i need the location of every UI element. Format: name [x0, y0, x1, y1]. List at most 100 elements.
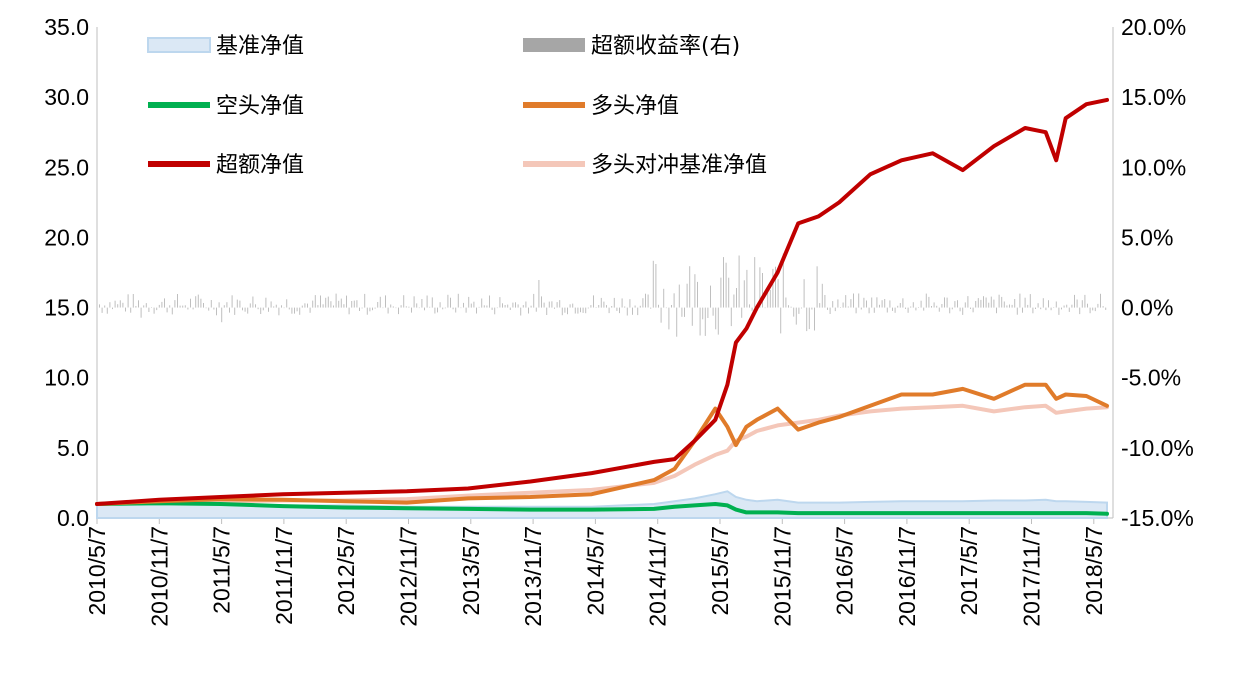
- excess-return-bar: [1058, 307, 1060, 315]
- excess-return-bar: [850, 299, 852, 308]
- excess-return-bar: [169, 305, 171, 308]
- excess-return-bar: [746, 269, 748, 308]
- excess-return-bar: [543, 302, 545, 308]
- excess-return-bar: [931, 306, 932, 308]
- excess-return-bar: [736, 288, 737, 308]
- excess-return-bar: [99, 304, 100, 308]
- excess-return-bar: [561, 307, 563, 316]
- y2-tick-label: -10.0%: [1121, 435, 1194, 461]
- excess-return-bar: [970, 307, 971, 309]
- excess-return-bar: [148, 307, 150, 312]
- excess-return-bar: [1037, 303, 1039, 308]
- excess-return-bar: [868, 307, 870, 314]
- excess-return-bar: [743, 280, 745, 308]
- excess-return-bar: [195, 296, 197, 308]
- excess-return-bar: [918, 307, 919, 308]
- x-tick-label: 2012/11/7: [396, 526, 422, 627]
- excess-return-bar: [715, 307, 717, 330]
- excess-return-bar: [889, 300, 891, 308]
- excess-return-bar: [587, 307, 589, 309]
- excess-return-bar: [223, 305, 225, 308]
- excess-return-bar: [411, 307, 412, 313]
- excess-return-bar: [1001, 296, 1003, 308]
- excess-return-bar: [832, 301, 834, 308]
- excess-return-bar: [1050, 307, 1052, 311]
- excess-return-bar: [437, 307, 438, 313]
- excess-return-bar: [382, 307, 384, 309]
- excess-return-bar: [122, 302, 124, 308]
- legend-label: 多头对冲基准净值: [591, 153, 767, 178]
- excess-return-bar: [330, 301, 332, 308]
- x-tick-label: 2016/11/7: [894, 526, 920, 627]
- excess-return-bar: [125, 307, 126, 312]
- excess-return-bar: [481, 298, 483, 308]
- excess-return-bar: [200, 298, 202, 308]
- x-tick-label: 2013/5/7: [458, 526, 484, 616]
- excess-return-bar: [619, 307, 620, 314]
- excess-return-bar: [265, 297, 267, 308]
- excess-return-bar: [418, 307, 420, 309]
- excess-return-bar: [780, 307, 782, 334]
- excess-return-bar: [314, 295, 316, 308]
- excess-return-bar: [772, 268, 774, 308]
- excess-return-bar: [460, 307, 462, 309]
- excess-return-bar: [920, 300, 922, 308]
- excess-return-bar: [151, 307, 152, 308]
- excess-return-bar: [208, 307, 210, 311]
- excess-return-bar: [262, 307, 264, 311]
- excess-return-bar: [663, 288, 665, 308]
- excess-return-bar: [439, 302, 441, 308]
- excess-return-bar: [286, 299, 288, 308]
- excess-return-bar: [775, 266, 776, 308]
- excess-return-bar: [1006, 305, 1008, 308]
- excess-return-bar: [980, 299, 982, 308]
- excess-return-bar: [1089, 307, 1091, 314]
- excess-return-bar: [346, 295, 347, 308]
- series-long-line: [95, 382, 1109, 506]
- excess-return-bar: [372, 307, 373, 311]
- excess-return-bar: [174, 300, 176, 308]
- excess-return-bar: [364, 293, 366, 308]
- excess-return-bar: [907, 307, 909, 313]
- x-tick-label: 2015/11/7: [769, 526, 795, 627]
- legend-swatch-bar: [523, 38, 585, 52]
- excess-return-bar: [450, 297, 451, 308]
- excess-return-bar: [902, 298, 904, 308]
- x-tick-label: 2012/5/7: [333, 526, 359, 616]
- excess-return-bar: [808, 307, 810, 330]
- excess-return-bar: [998, 294, 1000, 308]
- excess-return-bar: [307, 303, 308, 308]
- excess-return-bar: [242, 307, 243, 311]
- excess-return-bar: [447, 294, 449, 308]
- excess-return-bar: [184, 305, 186, 308]
- excess-return-bar: [574, 307, 576, 314]
- excess-return-bar: [369, 307, 371, 312]
- excess-return-bar: [993, 299, 995, 308]
- excess-return-bar: [977, 298, 979, 308]
- excess-return-bar: [403, 295, 405, 308]
- excess-return-bar: [941, 304, 943, 308]
- excess-return-bar: [613, 297, 615, 308]
- excess-return-bar: [182, 305, 184, 308]
- excess-return-bar: [912, 302, 914, 308]
- y-tick-label: 0.0: [57, 505, 89, 531]
- excess-return-bar: [424, 307, 425, 311]
- excess-return-bar: [405, 306, 407, 308]
- excess-return-bar: [816, 266, 818, 308]
- excess-return-bar: [652, 260, 654, 308]
- excess-return-bar: [203, 303, 204, 308]
- excess-return-bar: [325, 297, 327, 308]
- excess-return-bar: [639, 305, 641, 308]
- excess-return-bar: [858, 293, 860, 308]
- excess-return-bar: [109, 302, 111, 308]
- excess-return-bar: [754, 257, 756, 308]
- excess-return-bar: [210, 300, 212, 308]
- excess-return-bar: [130, 307, 132, 313]
- excess-return-bar: [959, 307, 961, 312]
- excess-return-bars: [99, 253, 1107, 337]
- excess-return-bar: [421, 299, 423, 308]
- excess-return-bar: [333, 305, 334, 308]
- excess-return-bar: [164, 298, 165, 308]
- excess-return-bar: [166, 307, 168, 313]
- excess-return-bar: [790, 306, 792, 308]
